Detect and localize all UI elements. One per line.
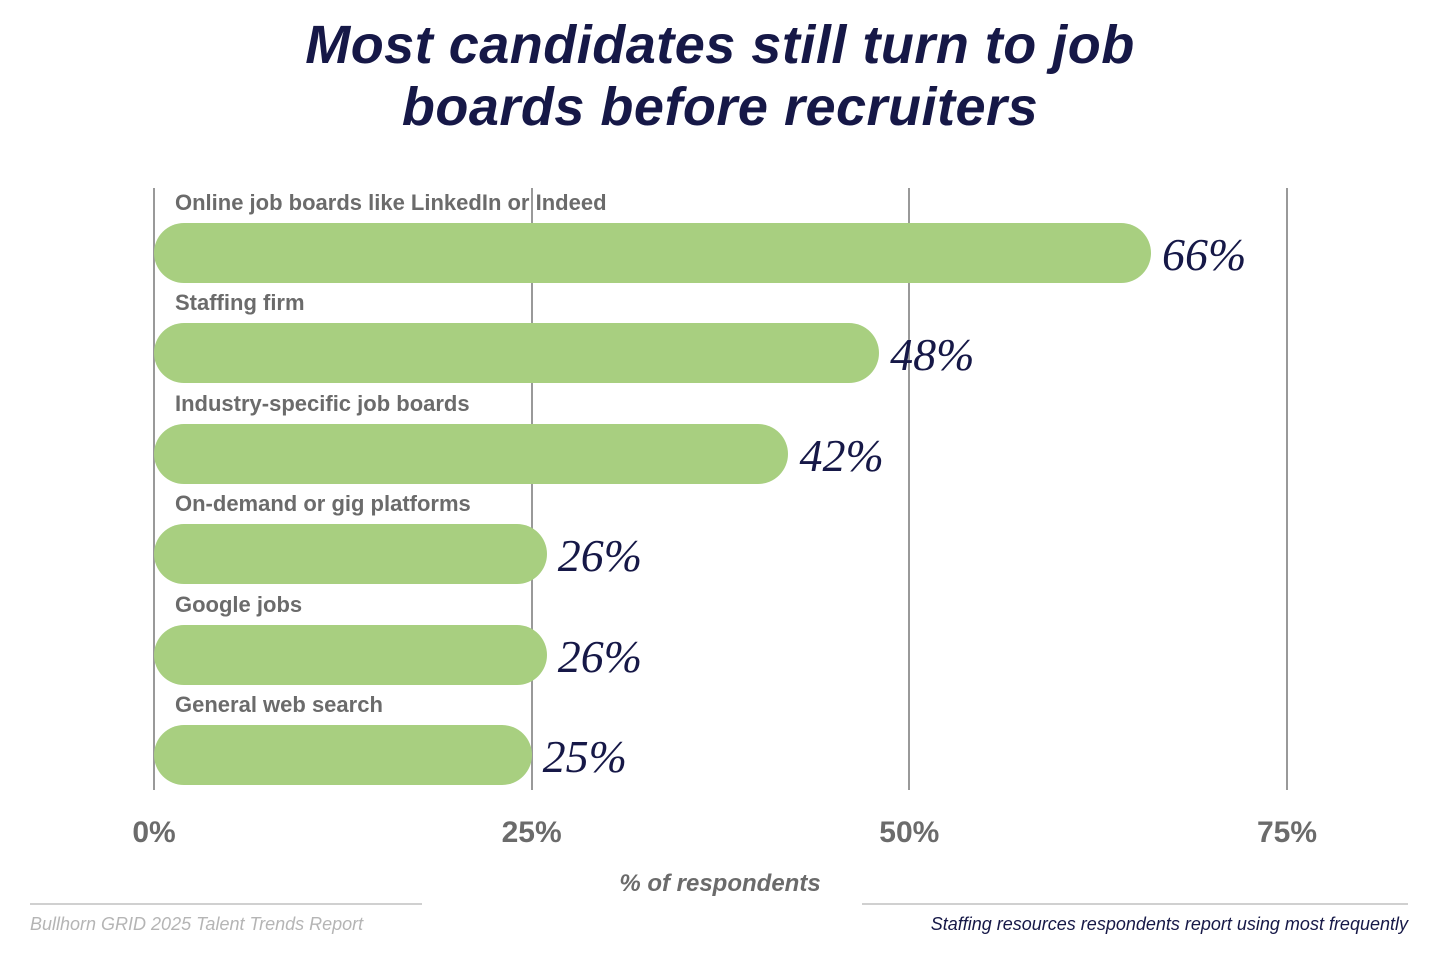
category-label: On-demand or gig platforms bbox=[175, 491, 471, 517]
category-label: Industry-specific job boards bbox=[175, 390, 470, 416]
bar bbox=[154, 524, 547, 585]
chart-description: Staffing resources respondents report us… bbox=[930, 914, 1408, 934]
gridline bbox=[908, 188, 911, 790]
data-label: 48% bbox=[890, 329, 975, 381]
x-tick-label: 25% bbox=[501, 816, 562, 849]
x-axis-label: % of respondents bbox=[619, 870, 821, 897]
category-label: General web search bbox=[175, 692, 383, 717]
data-label: 26% bbox=[557, 630, 643, 682]
bar bbox=[154, 223, 1152, 283]
data-label: 42% bbox=[799, 429, 884, 481]
category-label: Staffing firm bbox=[175, 290, 305, 316]
footer-divider-right bbox=[862, 903, 1408, 905]
gridline bbox=[153, 188, 155, 790]
chart-title: Most candidates still turn to job boards… bbox=[0, 14, 1440, 138]
bar bbox=[154, 323, 880, 384]
chart-title-line-1: Most candidates still turn to job bbox=[305, 15, 1135, 75]
gridline bbox=[530, 188, 533, 790]
category-label: Google jobs bbox=[175, 591, 303, 617]
x-tick-label: 0% bbox=[132, 816, 176, 849]
x-tick-label: 50% bbox=[879, 816, 940, 849]
data-label: 26% bbox=[557, 530, 643, 582]
gridline bbox=[1286, 188, 1288, 790]
chart-title-line-2: boards before recruiters bbox=[401, 77, 1039, 137]
x-tick-label: 75% bbox=[1256, 816, 1318, 849]
footer-divider-left bbox=[30, 903, 422, 905]
data-label: 66% bbox=[1162, 229, 1247, 280]
bar bbox=[154, 725, 532, 785]
category-label: Online job boards like LinkedIn or Indee… bbox=[175, 190, 607, 215]
data-label: 25% bbox=[542, 731, 627, 782]
bar bbox=[154, 624, 547, 685]
bar bbox=[154, 423, 789, 484]
source-note: Bullhorn GRID 2025 Talent Trends Report bbox=[30, 914, 364, 934]
